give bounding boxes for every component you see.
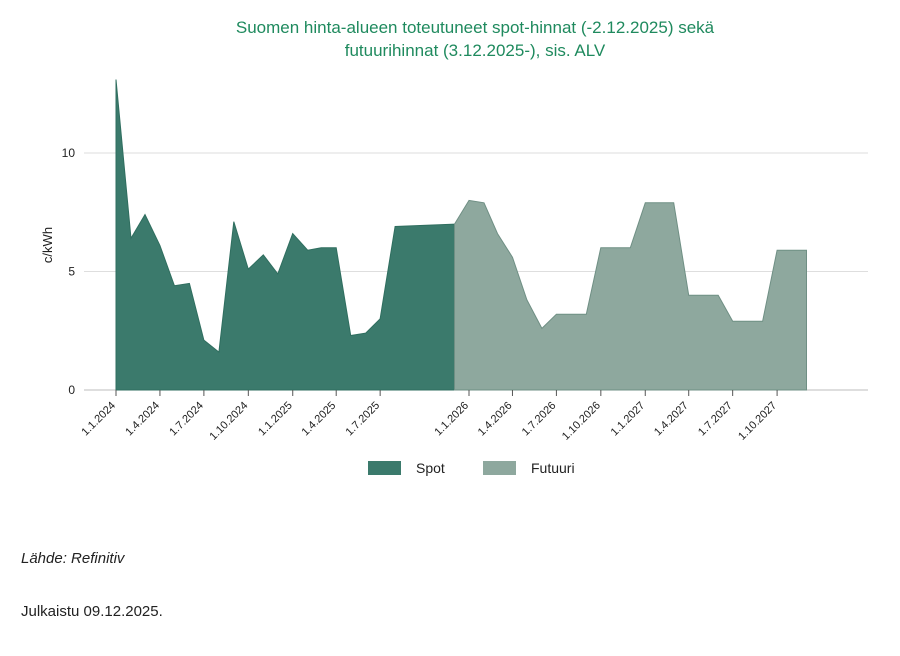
x-tick-label: 1.7.2026	[520, 400, 559, 439]
x-tick-label: 1.10.2024	[207, 400, 250, 443]
x-tick-label: 1.4.2025	[300, 400, 339, 439]
y-axis: 0 5 10	[62, 146, 76, 397]
x-tick-label: 1.1.2024	[79, 400, 118, 439]
x-axis: 1.1.2024 1.4.2024 1.7.2024 1.10.2024 1.1.202…	[79, 390, 779, 443]
legend: Spot Futuuri	[368, 460, 575, 476]
y-tick-label: 0	[68, 383, 75, 397]
x-tick-label: 1.1.2026	[432, 400, 471, 439]
source-note: Lähde: Refinitiv	[21, 550, 125, 567]
x-tick-label: 1.7.2025	[343, 400, 382, 439]
legend-swatch-futuuri	[483, 461, 516, 475]
x-tick-label: 1.4.2027	[652, 400, 691, 439]
chart: Suomen hinta-alueen toteutuneet spot-hin…	[40, 18, 868, 476]
chart-title-line-1: Suomen hinta-alueen toteutuneet spot-hin…	[236, 18, 715, 37]
x-tick-label: 1.10.2027	[736, 400, 779, 443]
area-spot	[115, 79, 455, 391]
x-tick-label: 1.1.2027	[609, 400, 648, 439]
published-date: Julkaistu 09.12.2025.	[21, 603, 163, 620]
x-tick-label: 1.7.2027	[696, 400, 735, 439]
area-series	[115, 79, 807, 391]
legend-swatch-spot	[368, 461, 401, 475]
x-tick-label: 1.1.2025	[256, 400, 295, 439]
legend-label-spot: Spot	[416, 460, 445, 476]
x-tick-label: 1.4.2024	[123, 400, 162, 439]
y-axis-label: c/kWh	[40, 227, 55, 263]
area-futuuri	[454, 199, 807, 391]
x-tick-label: 1.7.2024	[167, 400, 206, 439]
legend-label-futuuri: Futuuri	[531, 460, 575, 476]
y-tick-label: 10	[62, 146, 76, 160]
chart-title-line-2: futuurihinnat (3.12.2025-), sis. ALV	[345, 41, 606, 60]
x-tick-label: 1.10.2026	[560, 400, 603, 443]
y-tick-label: 5	[68, 265, 75, 279]
x-tick-label: 1.4.2026	[476, 400, 515, 439]
